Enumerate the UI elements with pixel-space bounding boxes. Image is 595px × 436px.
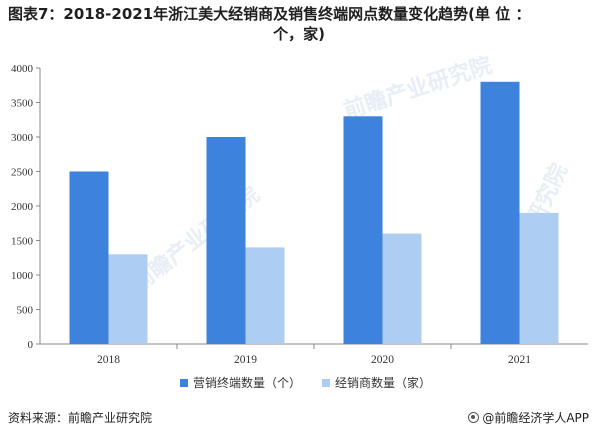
credit-note: @前瞻经济学人APP	[468, 409, 589, 426]
credit-text: @前瞻经济学人APP	[482, 411, 589, 425]
bars	[69, 81, 559, 345]
legend-label: 营销终端数量（个）	[193, 375, 301, 390]
y-tick-label: 1000	[11, 270, 34, 282]
y-tick-label: 1500	[11, 236, 34, 248]
x-axis: 2018 2019 2020 2021	[40, 343, 588, 366]
chart-title: 图表7：2018-2021年浙江美大经销商及销售终端网点数量变化趋势(单 位 ：…	[8, 4, 590, 44]
bar-terminals-2018	[69, 171, 109, 344]
bar-dealers-2020	[382, 233, 422, 344]
bar-chart: 前瞻产业研究院前瞻产业研究院前瞻产业研究院 050010001500200025…	[11, 52, 588, 390]
bar-terminals-2019	[206, 137, 246, 344]
legend-swatch	[322, 379, 330, 387]
title-line-1: 图表7：2018-2021年浙江美大经销商及销售终端网点数量变化趋势(单 位 ：	[8, 5, 531, 23]
legend-label: 经销商数量（家）	[335, 375, 431, 390]
legend: 营销终端数量（个） 经销商数量（家）	[180, 375, 431, 390]
x-tick-label: 2019	[234, 354, 257, 366]
y-tick-label: 4000	[11, 63, 34, 75]
y-tick-label: 2000	[11, 201, 34, 213]
legend-swatch	[180, 379, 188, 387]
watermark-text: 前瞻产业研究院	[341, 52, 496, 124]
bar-dealers-2021	[519, 212, 559, 344]
y-tick-label: 500	[17, 305, 34, 317]
title-line-2: 个，家)	[273, 25, 325, 43]
y-tick-label: 0	[28, 339, 34, 351]
y-tick-label: 2500	[11, 167, 34, 179]
source-note: 资料来源：前瞻产业研究院	[8, 411, 153, 425]
y-tick-label: 3000	[11, 132, 34, 144]
bar-terminals-2020	[343, 116, 383, 344]
bar-dealers-2019	[245, 247, 285, 344]
bar-terminals-2021	[480, 81, 520, 345]
brand-logo-icon	[468, 412, 480, 423]
x-tick-label: 2021	[508, 354, 531, 366]
x-tick-label: 2018	[97, 354, 120, 366]
y-tick-label: 3500	[11, 98, 34, 110]
x-tick-label: 2020	[371, 354, 394, 366]
bar-dealers-2018	[108, 254, 148, 344]
y-axis: 0 500 1000 1500 2000 2500 3000 3500 4000	[11, 63, 41, 351]
